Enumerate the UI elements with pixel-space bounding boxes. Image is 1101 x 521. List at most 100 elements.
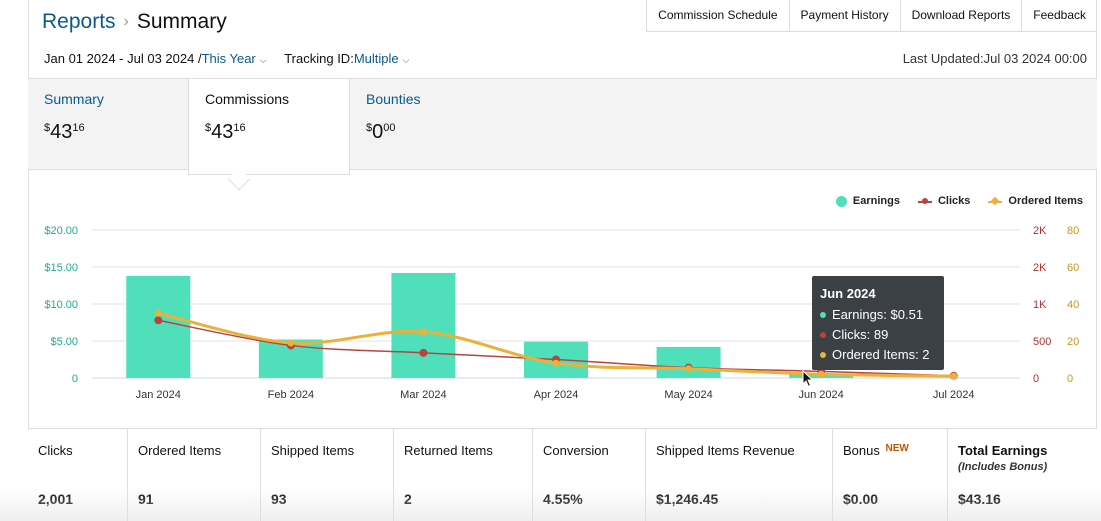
legend-ordered-items[interactable]: Ordered Items [988,195,1083,207]
earnings-marker-icon [835,195,847,207]
stat-total-earnings: Total Earnings (Includes Bonus) $43.16 [948,429,1097,521]
ordered-items-point [817,370,825,378]
y-left-tick-label: $20.00 [44,225,78,237]
filter-bar: Jan 01 2024 - Jul 03 2024 /This Year ⌵ Tr… [44,51,409,66]
x-tick-label: Apr 2024 [534,389,579,401]
ordered-items-point [287,339,295,347]
page-title: Summary [136,10,227,33]
x-tick-label: May 2024 [664,389,712,401]
stat-label: Shipped Items [271,443,355,458]
y-right-clicks-tick-label: 2K [1033,262,1047,274]
chart-tooltip: Jun 2024 Earnings: $0.51 Clicks: 89 Orde… [812,276,944,370]
y-right-clicks-tick-label: 500 [1033,336,1051,348]
stat-label: Bonus NEW [843,443,909,458]
download-reports-link[interactable]: Download Reports [901,0,1023,31]
ordered-items-point [154,309,162,317]
clicks-point [154,316,163,325]
tab-bounties[interactable]: Bounties $000 [350,79,510,171]
y-right-items-tick-label: 0 [1067,373,1073,385]
x-tick-label: Jul 2024 [933,389,975,401]
earnings-bar [126,275,191,378]
x-tick-label: Jan 2024 [136,389,181,401]
tab-bounties-label: Bounties [366,91,421,107]
tooltip-row-ordered: Ordered Items: 2 [820,345,936,365]
tab-commissions[interactable]: Commissions $4316 [188,79,350,175]
earnings-bar [391,272,456,378]
stat-value: $0.00 [843,491,879,507]
report-header: Reports › Summary Commission Schedule Paym… [28,0,1097,78]
ordered-items-point [685,365,693,373]
stat-label: Total Earnings [958,443,1048,458]
tab-summary-label: Summary [44,91,104,107]
chevron-down-icon[interactable]: ⌵ [402,55,410,65]
ordered-items-point [950,372,958,380]
tab-commissions-label: Commissions [205,91,290,107]
y-right-clicks-tick-label: 0 [1033,373,1039,385]
stat-shipped-revenue: Shipped Items Revenue $1,246.45 [646,429,833,521]
x-tick-label: Mar 2024 [400,389,446,401]
tab-summary[interactable]: Summary $4316 [28,79,188,171]
tooltip-row-clicks: Clicks: 89 [820,325,936,345]
tracking-id-dropdown[interactable]: Multiple [353,51,399,66]
legend-clicks[interactable]: Clicks [917,195,970,207]
stat-value: $1,246.45 [656,491,719,507]
tab-commissions-amount: $4316 [205,121,246,143]
breadcrumb-reports-link[interactable]: Reports [42,10,116,33]
y-right-items-tick-label: 80 [1067,225,1079,237]
y-left-tick-label: $10.00 [44,299,78,311]
stat-sublabel: (Includes Bonus) [958,461,1048,473]
stat-value: 2 [404,491,412,507]
stat-value: 91 [138,491,154,507]
stat-value: 2,001 [38,491,74,507]
mouse-cursor-icon [802,370,814,388]
legend-earnings[interactable]: Earnings [835,195,900,207]
breadcrumb-separator: › [123,13,129,30]
y-left-tick-label: $5.00 [50,336,78,348]
stat-ordered-items: Ordered Items 91 [128,429,261,521]
clicks-point [419,348,428,357]
chevron-down-icon[interactable]: ⌵ [259,55,267,65]
stat-label: Returned Items [404,443,493,458]
stat-label: Shipped Items Revenue [656,443,795,458]
feedback-link[interactable]: Feedback [1033,8,1086,22]
y-right-items-tick-label: 60 [1067,262,1079,274]
breadcrumb: Reports › Summary [42,10,227,34]
ordered-items-marker-icon [988,196,1003,207]
ordered-items-point [552,359,560,367]
payment-history-link[interactable]: Payment History [790,0,901,31]
summary-tabs: Summary $4316 Commissions $4316 Bounties… [28,78,1097,175]
tooltip-row-earnings: Earnings: $0.51 [820,305,936,325]
y-right-items-tick-label: 40 [1067,299,1079,311]
stats-bar: Clicks 2,001 Ordered Items 91 Shipped It… [28,428,1097,521]
y-right-clicks-tick-label: 2K [1033,225,1047,237]
tab-bounties-amount: $000 [366,121,396,143]
y-left-tick-label: $15.00 [44,262,78,274]
stat-bonus: Bonus NEW $0.00 [833,429,948,521]
top-links: Commission Schedule Payment History Down… [646,0,1097,32]
stat-shipped-items: Shipped Items 93 [261,429,394,521]
y-right-items-tick-label: 20 [1067,336,1079,348]
tab-summary-amount: $4316 [44,121,85,143]
stat-label: Clicks [38,443,73,458]
stat-returned-items: Returned Items 2 [394,429,533,521]
y-left-tick-label: 0 [72,373,78,385]
earnings-bar [656,346,721,378]
x-tick-label: Jun 2024 [799,389,844,401]
commission-schedule-link[interactable]: Commission Schedule [647,0,790,31]
chart-legend: Earnings Clicks Ordered Items [835,195,1083,207]
new-badge: NEW [885,443,909,454]
clicks-marker-icon [917,196,932,207]
y-right-clicks-tick-label: 1K [1033,299,1047,311]
stat-label: Conversion [543,443,609,458]
stat-clicks: Clicks 2,001 [28,429,128,521]
tooltip-title: Jun 2024 [820,286,876,301]
last-updated-text: Last Updated:Jul 03 2024 00:00 [902,51,1087,66]
x-tick-label: Feb 2024 [268,389,314,401]
stat-value: 93 [271,491,287,507]
date-range-text: Jan 01 2024 - Jul 03 2024 / [44,51,202,66]
tracking-id-label: Tracking ID: [284,51,354,66]
stat-conversion: Conversion 4.55% [533,429,646,521]
period-dropdown[interactable]: This Year [201,51,256,66]
stat-value: 4.55% [543,491,583,507]
